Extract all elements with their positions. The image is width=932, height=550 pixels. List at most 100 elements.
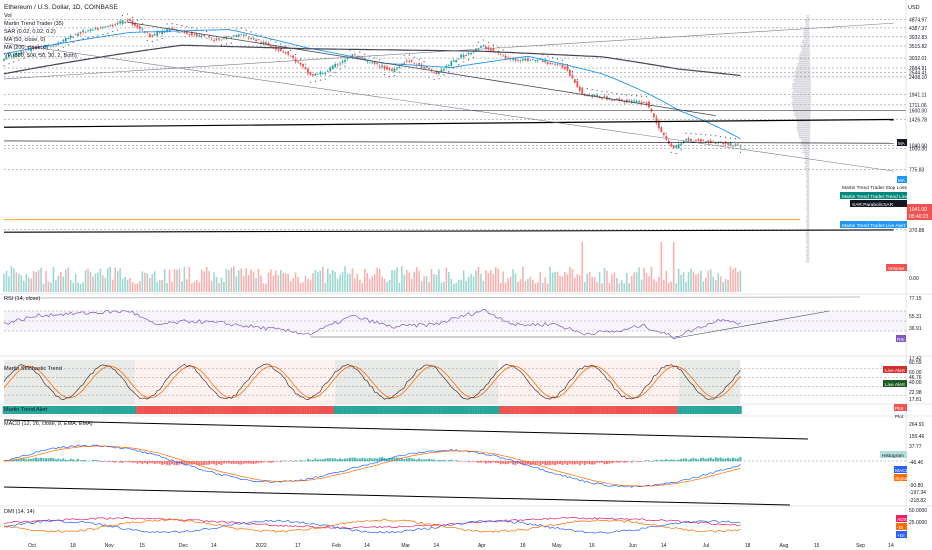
price-tick-label: 370.88 — [909, 228, 925, 234]
volume-profile-bar — [793, 108, 811, 110]
stoch-bull-zone — [4, 360, 135, 404]
volume-profile-bar — [806, 196, 810, 199]
alert-strip-bar — [454, 406, 458, 414]
time-tick-label: Nov — [105, 543, 114, 549]
candle-body — [42, 46, 45, 49]
volume-bar — [57, 275, 60, 292]
candle-body — [418, 63, 421, 65]
sar-dot — [186, 26, 188, 28]
alert-strip-bar — [489, 406, 493, 414]
alert-strip-bar — [180, 406, 184, 414]
candle-body — [74, 34, 77, 35]
candle-body — [739, 146, 742, 148]
sar-dot — [507, 52, 509, 54]
volume-bar — [215, 277, 218, 292]
volume-profile-bar — [805, 184, 810, 187]
volume-bar — [452, 283, 455, 292]
macd-histogram-bar — [257, 461, 260, 464]
volume-bar — [440, 282, 443, 292]
volume-profile-bar — [792, 97, 811, 100]
volume-bar — [578, 275, 581, 292]
volume-bar — [297, 276, 299, 292]
sar-dot — [220, 44, 223, 46]
candle-body — [665, 135, 668, 140]
candle-body — [514, 58, 517, 61]
macd-tick-label: -90.80 — [909, 483, 923, 489]
candle-body — [50, 46, 52, 47]
macd-histogram-bar — [376, 458, 379, 462]
volume-bar — [648, 276, 650, 292]
time-tick-label: Apr — [478, 543, 486, 549]
rsi-pane[interactable] — [3, 296, 906, 340]
volume-bar — [279, 270, 282, 292]
alert-strip-bar — [543, 406, 547, 414]
volume-bar — [141, 271, 144, 292]
alert-strip-bar — [338, 406, 342, 414]
macd-histogram-bar — [586, 461, 589, 464]
stochastic-pane[interactable] — [3, 360, 906, 404]
volume-profile-bar — [803, 33, 810, 36]
macd-histogram-bar — [719, 457, 722, 462]
price-pane[interactable] — [3, 13, 906, 292]
alert-strip-bar — [660, 406, 663, 414]
candle-body — [339, 63, 341, 65]
alert-strip-bar — [674, 406, 678, 414]
alert-strip-bar — [126, 406, 129, 414]
macd-histogram-bar — [690, 458, 693, 462]
alert-strip-bar — [158, 406, 161, 414]
macd-pane[interactable] — [3, 419, 906, 506]
candle-body — [27, 48, 30, 51]
macd-histogram-bar — [200, 461, 203, 466]
trend-alert-pane[interactable] — [2, 406, 742, 414]
trend-alert-title: Martin Trend Alert — [4, 407, 48, 413]
volume-profile-bar — [796, 120, 811, 123]
candle-body — [307, 68, 309, 74]
candle-body — [17, 53, 20, 56]
candle-body — [198, 35, 201, 37]
svg-text:Plot: Plot — [895, 414, 904, 420]
candle-body — [722, 142, 725, 144]
macd-tick-label: -218.82 — [909, 498, 926, 504]
volume-bar — [158, 279, 161, 292]
volume-bar — [373, 274, 376, 292]
dmi-pane[interactable] — [3, 517, 741, 534]
candle-body — [408, 61, 411, 62]
candle-body — [190, 31, 193, 36]
candle-body — [690, 139, 692, 142]
alert-strip-bar — [647, 406, 651, 414]
candle-body — [645, 103, 648, 105]
macd-histogram-bar — [101, 461, 104, 462]
macd-histogram-bar — [242, 461, 245, 464]
volume-bar — [67, 267, 70, 292]
candle-body — [433, 72, 435, 74]
alert-strip-bar — [580, 406, 584, 414]
volume-profile-bar — [806, 182, 810, 185]
volume-profile-bar — [806, 211, 810, 213]
candle-body — [455, 60, 458, 63]
alert-strip-bar — [212, 406, 216, 414]
alert-strip-bar — [618, 406, 621, 414]
di-minus-line — [3, 518, 741, 533]
volume-bar — [233, 266, 235, 292]
alert-strip-bar — [309, 406, 312, 414]
candle-body — [153, 34, 156, 36]
volume-profile-bar — [806, 203, 810, 205]
volume-bar — [104, 277, 107, 292]
alert-strip-bar — [484, 406, 488, 414]
macd-histogram-bar — [269, 461, 272, 463]
candle-body — [611, 100, 613, 101]
volume-profile-bar — [791, 101, 811, 104]
macd-histogram-bar — [408, 457, 411, 462]
candle-body — [141, 29, 144, 30]
alert-strip-bar — [207, 406, 211, 414]
alert-strip-bar — [373, 406, 376, 414]
sar-dot — [438, 78, 440, 80]
macd-histogram-bar — [425, 459, 428, 462]
volume-bar — [638, 267, 640, 292]
sar-dot — [552, 56, 554, 59]
macd-histogram-bar — [583, 461, 586, 466]
alert-strip-bar — [175, 406, 179, 414]
macd-histogram-bar — [344, 458, 347, 462]
alert-strip-bar — [259, 406, 263, 414]
